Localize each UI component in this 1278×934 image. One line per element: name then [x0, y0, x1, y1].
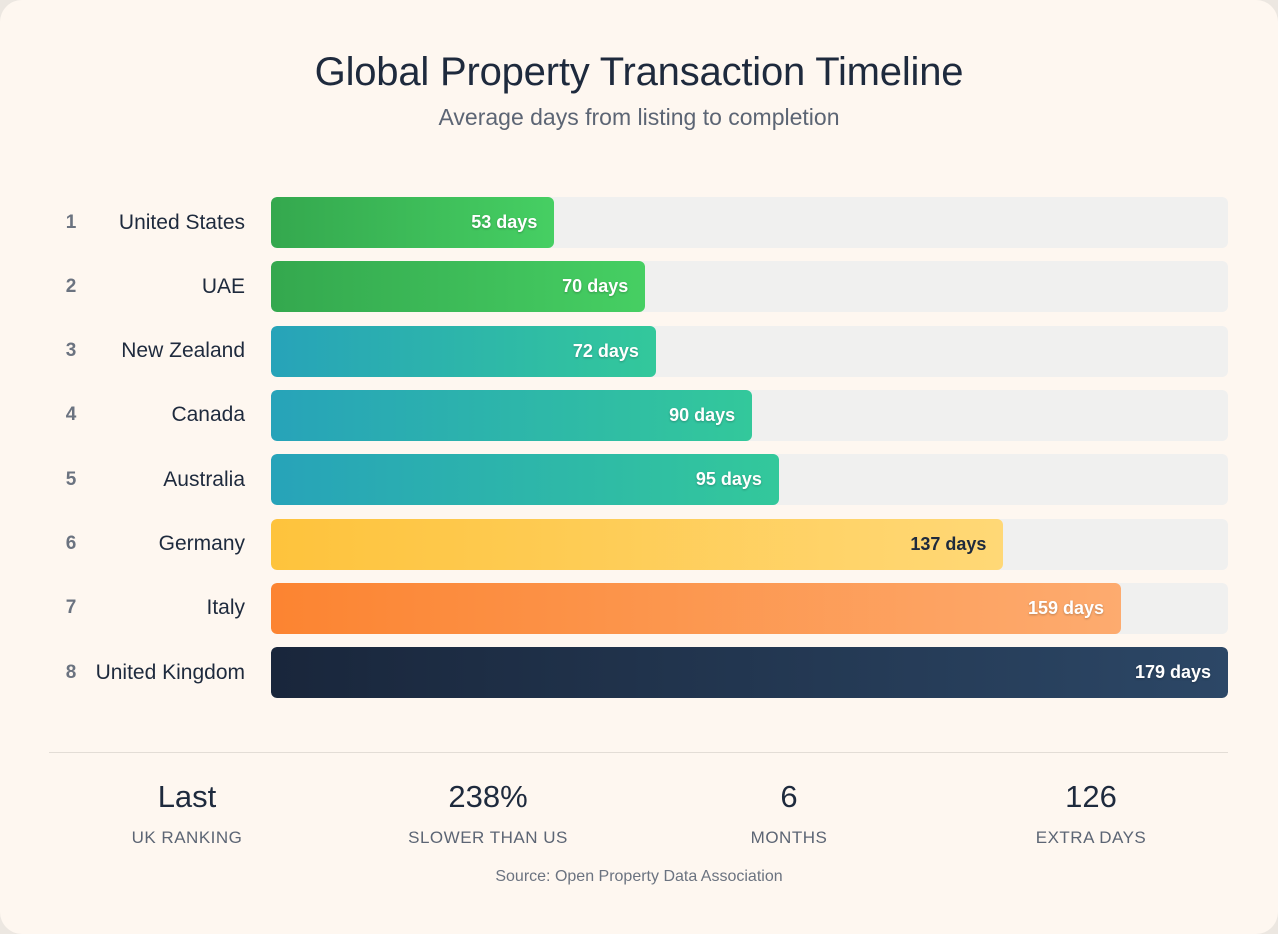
- bar-row: 5 Australia 95 days: [0, 454, 1278, 506]
- bar-value-label: 95 days: [695, 469, 762, 490]
- category-label: United States: [118, 210, 245, 234]
- bar-track: 70 days: [271, 261, 1228, 313]
- bar: 70 days: [271, 261, 646, 313]
- bar-track: 95 days: [271, 454, 1228, 506]
- divider: [49, 752, 1228, 753]
- bar-row: 8 United Kingdom 179 days: [0, 647, 1278, 699]
- bar-track: 90 days: [271, 389, 1228, 441]
- bar: 159 days: [271, 582, 1122, 634]
- rank-label: 7: [65, 597, 77, 619]
- category-label: United Kingdom: [95, 660, 245, 684]
- bar-track: 53 days: [271, 197, 1228, 248]
- bar-value-label: 137 days: [910, 533, 987, 554]
- category-label: New Zealand: [121, 339, 245, 363]
- rank-label: 2: [65, 275, 77, 297]
- bar-row: 1 United States 53 days: [0, 197, 1278, 248]
- category-label: Italy: [206, 596, 245, 620]
- bar-row: 6 Germany 137 days: [0, 518, 1278, 570]
- stat-value: 6: [780, 779, 798, 814]
- rank-label: 1: [65, 211, 77, 233]
- category-label: Germany: [158, 532, 245, 555]
- bar-value-label: 72 days: [572, 340, 639, 361]
- bar-track: 179 days: [271, 647, 1228, 699]
- stat-value: 126: [1065, 779, 1117, 814]
- stat-uk-ranking: Last UK RANKING: [37, 776, 337, 848]
- rank-label: 5: [65, 468, 77, 490]
- source-note: Source: Open Property Data Association: [495, 868, 783, 885]
- bar-row: 2 UAE 70 days: [0, 261, 1278, 313]
- bar: 137 days: [271, 518, 1004, 570]
- rank-label: 8: [65, 661, 77, 683]
- bar-value-label: 179 days: [1134, 662, 1211, 683]
- stat-label: EXTRA DAYS: [1035, 828, 1147, 847]
- bar-value-label: 159 days: [1028, 597, 1105, 618]
- bar-value-label: 70 days: [562, 276, 629, 297]
- bar-row: 7 Italy 159 days: [0, 582, 1278, 634]
- chart-subtitle: Average days from listing to completion: [438, 104, 840, 130]
- stat-value: 238%: [448, 779, 528, 814]
- rank-label: 4: [65, 404, 77, 426]
- bar-track: 159 days: [271, 582, 1228, 634]
- bar: 95 days: [271, 454, 779, 506]
- stat-label: MONTHS: [750, 828, 828, 847]
- stat-label: SLOWER THAN US: [408, 828, 568, 847]
- rank-label: 6: [65, 533, 77, 554]
- chart-title: Global Property Transaction Timeline: [314, 50, 964, 94]
- bar-track: 137 days: [271, 518, 1228, 570]
- bar-value-label: 53 days: [471, 212, 538, 232]
- bar-row: 4 Canada 90 days: [0, 389, 1278, 441]
- stat-extra-days: 126 EXTRA DAYS: [941, 776, 1241, 848]
- bar: 72 days: [271, 325, 656, 377]
- bar-row: 3 New Zealand 72 days: [0, 325, 1278, 377]
- bar: 179 days: [271, 647, 1228, 699]
- stat-label: UK RANKING: [131, 828, 243, 847]
- category-label: Australia: [163, 467, 245, 491]
- bar-track: 72 days: [271, 325, 1228, 377]
- stat-months: 6 MONTHS: [639, 776, 939, 848]
- stat-value: Last: [157, 779, 217, 814]
- rank-label: 3: [65, 340, 77, 362]
- bar: 53 days: [271, 197, 555, 248]
- bar-value-label: 90 days: [669, 404, 736, 425]
- stat-slower-than-us: 238% SLOWER THAN US: [338, 776, 638, 848]
- category-label: UAE: [201, 274, 245, 298]
- bar: 90 days: [271, 389, 753, 441]
- category-label: Canada: [171, 403, 245, 427]
